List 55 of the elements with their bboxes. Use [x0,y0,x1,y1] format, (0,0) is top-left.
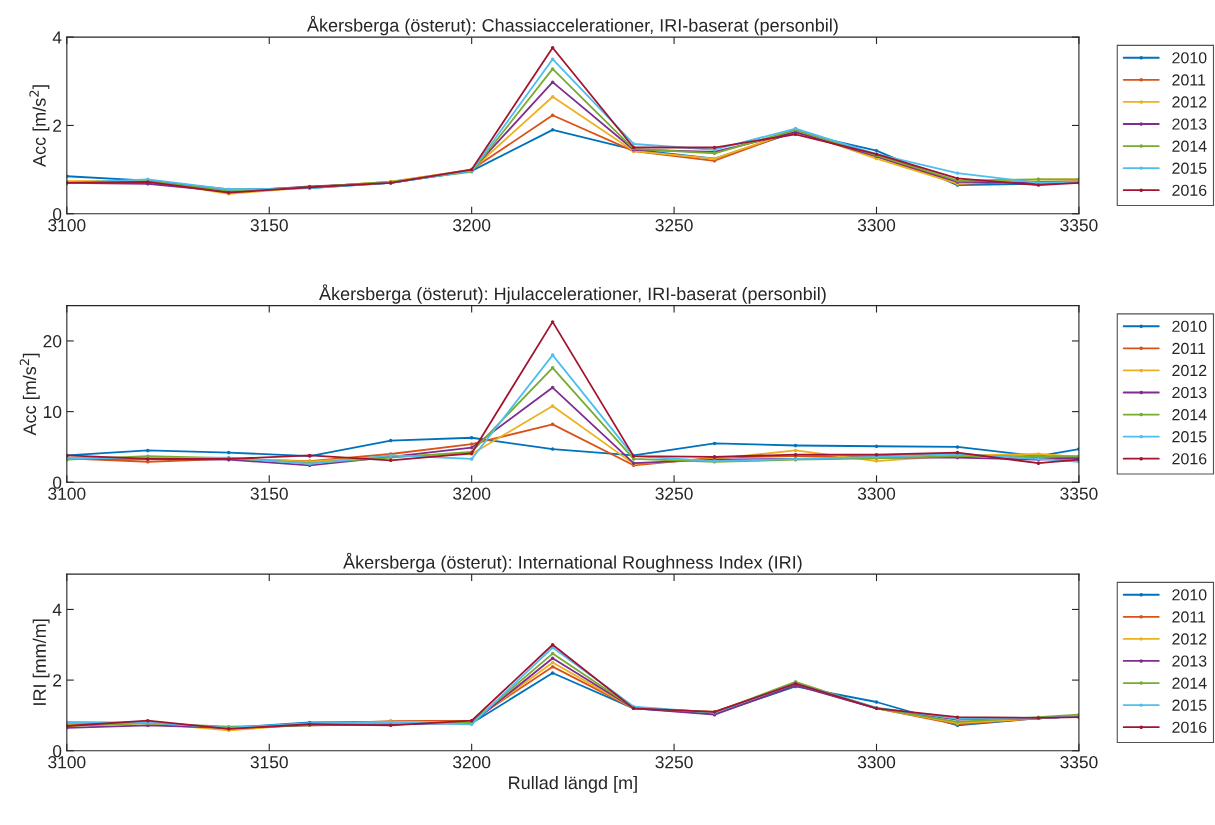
y-tick-label: 2 [53,119,62,132]
x-tick-label: 3300 [857,487,896,500]
legend-label: 2010 [1172,320,1207,332]
x-tick-label: 3250 [655,219,693,232]
legend-label: 2016 [1172,184,1207,196]
legend-label: 2015 [1172,431,1207,443]
legend-label: 2014 [1172,677,1207,689]
legend-label: 2013 [1172,655,1207,667]
x-tick-label: 3150 [250,487,288,500]
y-tick-label: 4 [52,31,62,44]
x-tick-label: 3150 [250,219,288,232]
x-tick-label: 3350 [1060,487,1098,500]
x-tick-label: 3300 [857,219,896,232]
y-tick-label: 0 [52,744,62,758]
legend-label: 2011 [1172,74,1206,86]
x-tick-label: 3200 [453,756,491,769]
x-tick-label: 3350 [1060,219,1098,232]
x-tick-label: 3200 [453,219,491,232]
legend-label: 2016 [1172,721,1207,733]
x-tick-label: 3100 [48,487,86,500]
legend-label: 2010 [1172,589,1207,601]
chart-title: Åkersberga (österut): Chassiaccelerationer, IRI-baserat (personbil) [306,15,838,36]
legend-label: 2015 [1172,162,1207,174]
y-axis-title: IRI [mm/m] [32,619,50,705]
legend-label: 2015 [1172,699,1207,711]
y-tick-label: 4 [52,603,62,616]
legend-label: 2013 [1172,386,1207,399]
x-tick-label: 3150 [250,756,288,769]
legend-label: 2012 [1172,633,1207,645]
x-tick-label: 3250 [655,756,693,769]
legend-label: 2010 [1172,52,1207,64]
legend-label: 2014 [1172,408,1207,421]
x-tick-label: 3100 [48,219,86,232]
x-tick-label: 3200 [453,487,491,500]
x-tick-label: 3350 [1060,756,1098,769]
y-tick-label: 0 [52,207,62,221]
legend-label: 2011 [1172,342,1206,355]
x-axis-title: Rullad längd [m] [509,775,637,793]
legend-label: 2012 [1172,364,1207,377]
chart-title: Åkersberga (österut): Hjulaccelerationer, IRI-baserat (personbil) [319,284,826,304]
y-tick-label: 0 [52,476,62,489]
y-axis-title: Acc [m/s$^{2}$] [19,353,40,436]
legend-label: 2014 [1172,140,1207,152]
y-tick-label: 10 [43,405,62,419]
legend-label: 2016 [1172,453,1207,465]
legend-label: 2012 [1172,96,1207,108]
y-tick-label: 20 [43,335,62,348]
legend-label: 2011 [1172,611,1206,623]
legend-label: 2013 [1172,118,1207,130]
y-tick-label: 2 [53,674,62,687]
x-tick-label: 3300 [857,756,896,769]
y-axis-title: Acc [m/s$^{2}$] [29,85,50,167]
x-tick-label: 3250 [655,487,693,500]
x-tick-label: 3100 [48,756,86,769]
chart-title: Åkersberga (österut): International Roughness Index (IRI) [343,552,802,573]
